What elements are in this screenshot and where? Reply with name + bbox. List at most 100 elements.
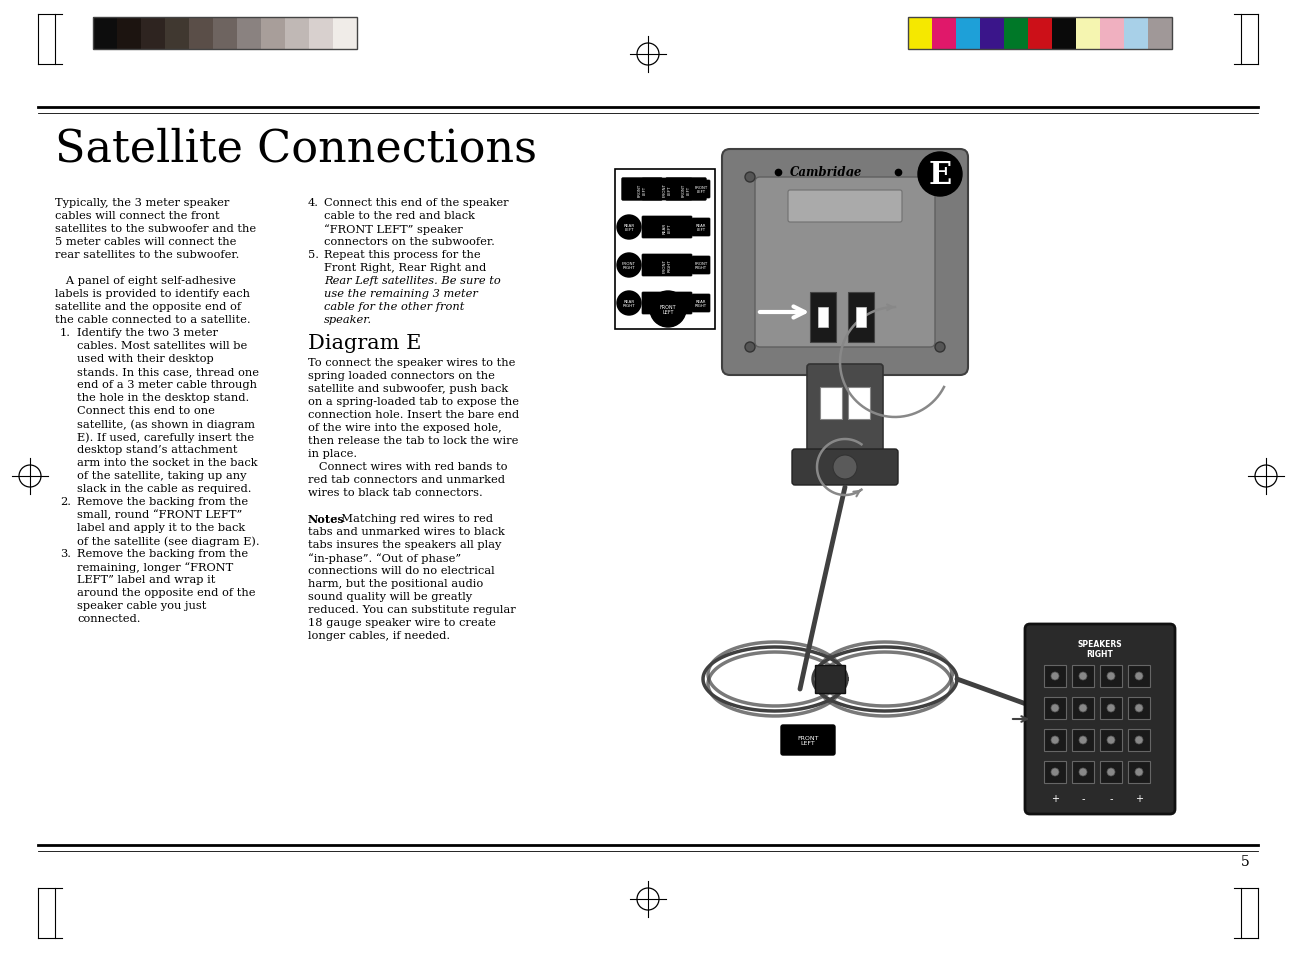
Bar	[1045, 761, 1067, 783]
Circle shape	[1080, 737, 1087, 744]
Text: satellite and the opposite end of: satellite and the opposite end of	[54, 302, 241, 312]
Text: Diagram E: Diagram E	[308, 334, 421, 353]
Text: E: E	[928, 160, 951, 192]
Bar	[1128, 665, 1150, 687]
Circle shape	[617, 253, 642, 277]
Text: satellite, (as shown in diagram: satellite, (as shown in diagram	[76, 418, 255, 429]
Text: longer cables, if needed.: longer cables, if needed.	[308, 630, 450, 640]
Circle shape	[1051, 737, 1059, 744]
Bar	[1100, 729, 1122, 751]
Bar	[908, 18, 932, 50]
Text: rear satellites to the subwoofer.: rear satellites to the subwoofer.	[54, 250, 240, 260]
Bar	[260, 18, 285, 50]
Bar	[1072, 729, 1094, 751]
Text: FRONT
LEFT: FRONT LEFT	[638, 183, 647, 196]
Circle shape	[1135, 768, 1143, 776]
Bar	[1100, 761, 1122, 783]
FancyBboxPatch shape	[622, 179, 662, 201]
Text: Satellite Connections: Satellite Connections	[54, 127, 537, 170]
Text: connected.: connected.	[76, 614, 140, 623]
Circle shape	[651, 292, 686, 328]
Text: SoundWorks: SoundWorks	[791, 179, 855, 188]
Text: Connect this end to one: Connect this end to one	[76, 406, 215, 416]
Bar	[855, 308, 866, 328]
Bar	[932, 18, 956, 50]
Text: Rear Left satellites. Be sure to: Rear Left satellites. Be sure to	[324, 275, 500, 286]
Text: speaker.: speaker.	[324, 314, 372, 325]
Bar	[1100, 698, 1122, 720]
Text: on a spring-loaded tab to expose the: on a spring-loaded tab to expose the	[308, 396, 518, 407]
Text: Identify the two 3 meter: Identify the two 3 meter	[76, 328, 218, 337]
Text: +: +	[1135, 793, 1143, 803]
Text: desktop stand’s attachment: desktop stand’s attachment	[76, 444, 237, 455]
Bar	[117, 18, 141, 50]
Bar	[980, 18, 1004, 50]
Text: cables will connect the front: cables will connect the front	[54, 211, 219, 221]
Circle shape	[617, 292, 642, 315]
Bar	[1072, 665, 1094, 687]
Text: Repeat this process for the: Repeat this process for the	[324, 250, 481, 260]
FancyBboxPatch shape	[692, 181, 710, 199]
Bar	[1072, 761, 1094, 783]
Text: of the satellite (see diagram E).: of the satellite (see diagram E).	[76, 536, 259, 546]
Text: used with their desktop: used with their desktop	[76, 354, 214, 364]
FancyBboxPatch shape	[692, 256, 710, 274]
Circle shape	[918, 152, 962, 196]
Circle shape	[1107, 737, 1115, 744]
Bar	[1045, 729, 1067, 751]
Text: the hole in the desktop stand.: the hole in the desktop stand.	[76, 393, 249, 402]
Bar	[1128, 729, 1150, 751]
Bar	[1128, 698, 1150, 720]
Circle shape	[745, 172, 756, 183]
Text: Notes: Notes	[308, 514, 345, 524]
Text: To connect the speaker wires to the: To connect the speaker wires to the	[308, 357, 516, 368]
Text: sound quality will be greatly: sound quality will be greatly	[308, 592, 472, 601]
Text: end of a 3 meter cable through: end of a 3 meter cable through	[76, 379, 257, 390]
FancyBboxPatch shape	[788, 191, 902, 223]
Text: use the remaining 3 meter: use the remaining 3 meter	[324, 289, 478, 298]
Text: Connect wires with red bands to: Connect wires with red bands to	[308, 461, 508, 472]
Circle shape	[1135, 672, 1143, 680]
FancyBboxPatch shape	[642, 293, 692, 314]
Circle shape	[1080, 672, 1087, 680]
Bar	[285, 18, 308, 50]
Text: -: -	[1081, 793, 1085, 803]
Text: small, round “FRONT LEFT”: small, round “FRONT LEFT”	[76, 510, 242, 520]
Text: connections will do no electrical: connections will do no electrical	[308, 565, 495, 576]
Circle shape	[833, 456, 857, 479]
Text: REAR
RIGHT: REAR RIGHT	[695, 299, 708, 308]
Text: 18 gauge speaker wire to create: 18 gauge speaker wire to create	[308, 618, 496, 627]
Bar	[1128, 761, 1150, 783]
Bar	[818, 308, 828, 328]
Bar	[1045, 698, 1067, 720]
Text: tabs and unmarked wires to black: tabs and unmarked wires to black	[308, 526, 504, 537]
Text: “in-phase”. “Out of phase”: “in-phase”. “Out of phase”	[308, 553, 461, 563]
Circle shape	[1107, 704, 1115, 712]
Bar	[213, 18, 237, 50]
Text: REAR
RIGHT: REAR RIGHT	[622, 299, 635, 308]
Text: REAR
RIGHT: REAR RIGHT	[662, 297, 671, 310]
Bar	[189, 18, 213, 50]
Text: then release the tab to lock the wire: then release the tab to lock the wire	[308, 436, 518, 446]
Text: FRONT
RIGHT: FRONT RIGHT	[695, 261, 708, 270]
Circle shape	[1080, 704, 1087, 712]
Text: the cable connected to a satellite.: the cable connected to a satellite.	[54, 314, 250, 325]
Text: 2.: 2.	[60, 497, 71, 506]
Text: FRONT
LEFT: FRONT LEFT	[662, 183, 671, 196]
Bar	[308, 18, 333, 50]
Text: remaining, longer “FRONT: remaining, longer “FRONT	[76, 561, 233, 572]
Bar	[93, 18, 356, 50]
Text: Front Right, Rear Right and: Front Right, Rear Right and	[324, 263, 486, 273]
Text: satellites to the subwoofer and the: satellites to the subwoofer and the	[54, 224, 257, 233]
Bar	[1052, 18, 1076, 50]
Text: connectors on the subwoofer.: connectors on the subwoofer.	[324, 236, 495, 247]
Text: 1.: 1.	[60, 328, 71, 337]
Bar	[810, 293, 836, 343]
Text: REAR
LEFT: REAR LEFT	[623, 224, 635, 232]
Circle shape	[934, 343, 945, 353]
FancyBboxPatch shape	[692, 219, 710, 236]
Text: REAR
LEFT: REAR LEFT	[662, 222, 671, 233]
Text: 3.: 3.	[60, 548, 71, 558]
Text: speaker cable you just: speaker cable you just	[76, 600, 206, 610]
Circle shape	[1107, 672, 1115, 680]
